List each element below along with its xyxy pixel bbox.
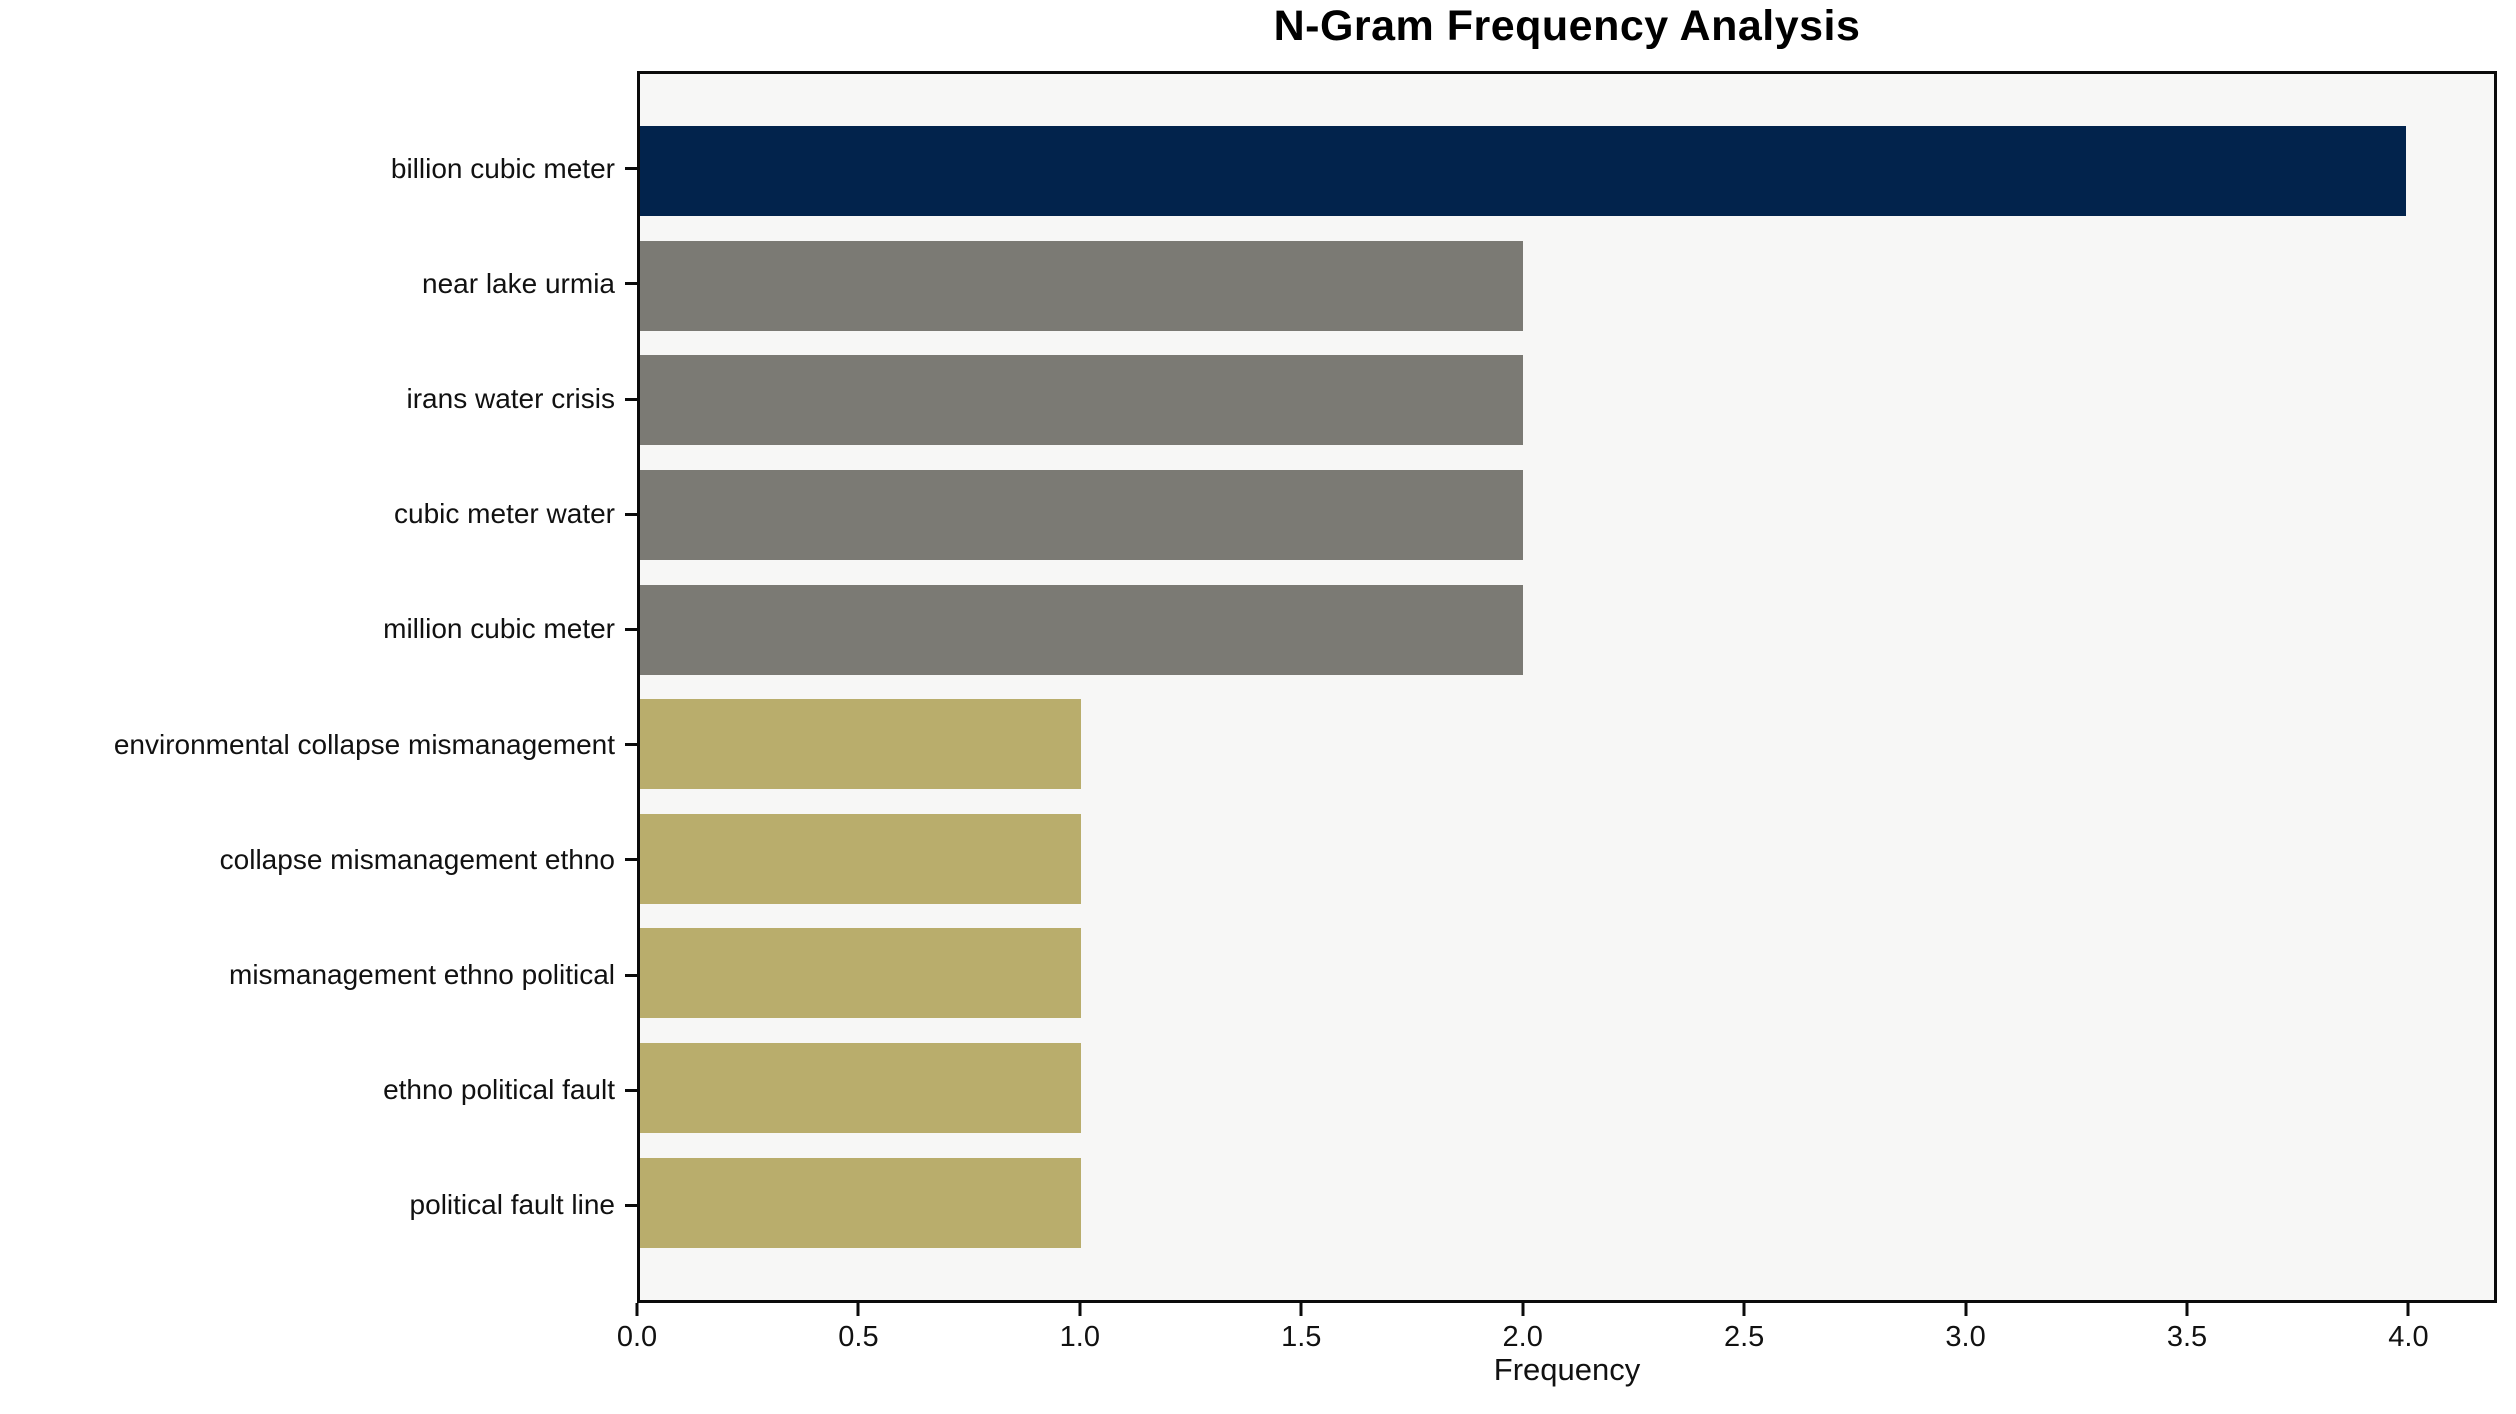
y-tick-label-mismanagement-ethno-political: mismanagement ethno political bbox=[229, 959, 615, 991]
y-axis-row: billion cubic meter bbox=[0, 111, 637, 226]
bar-row bbox=[640, 458, 2494, 573]
x-tick-mark bbox=[1521, 1303, 1525, 1316]
x-tick-mark bbox=[856, 1303, 860, 1316]
x-tick-label-2.0: 2.0 bbox=[1502, 1321, 1543, 1353]
x-tick-label-0.0: 0.0 bbox=[616, 1321, 658, 1353]
y-axis-row: political fault line bbox=[0, 1148, 637, 1263]
x-tick-label-3.5: 3.5 bbox=[2166, 1321, 2208, 1353]
bar-cubic-meter-water bbox=[640, 470, 1523, 561]
y-axis-row: irans water crisis bbox=[0, 341, 637, 456]
chart-title: N-Gram Frequency Analysis bbox=[1273, 2, 1861, 50]
y-tick-mark bbox=[625, 1088, 637, 1092]
x-tick-mark bbox=[1742, 1303, 1746, 1316]
bar-billion-cubic-meter bbox=[640, 126, 2406, 217]
x-axis-label: Frequency bbox=[1493, 1352, 1641, 1387]
bar-mismanagement-ethno-political bbox=[640, 928, 1082, 1019]
bar-environmental-collapse-mismanagement bbox=[640, 699, 1082, 790]
bar-row bbox=[640, 1145, 2494, 1260]
y-tick-mark bbox=[625, 167, 637, 171]
bar-ethno-political-fault bbox=[640, 1043, 1082, 1134]
y-tick-mark bbox=[625, 973, 637, 977]
y-tick-label-near-lake-urmia: near lake urmia bbox=[422, 267, 615, 299]
x-tick-label-3.0: 3.0 bbox=[1945, 1321, 1986, 1353]
x-tick-label-1.5: 1.5 bbox=[1281, 1321, 1322, 1353]
y-tick-label-political-fault-line: political fault line bbox=[409, 1189, 615, 1221]
y-axis-row: million cubic meter bbox=[0, 572, 637, 687]
y-axis: billion cubic meter near lake urmia irans … bbox=[0, 71, 637, 1303]
x-axis: 0.0 0.5 1.0 1.5 2.0 2.5 3.0 3.5 4.0 bbox=[617, 1303, 2497, 1373]
y-axis-row: ethno political fault bbox=[0, 1033, 637, 1148]
y-tick-mark bbox=[625, 282, 637, 286]
y-tick-label-million-cubic-meter: million cubic meter bbox=[383, 613, 615, 645]
y-axis-row: near lake urmia bbox=[0, 226, 637, 341]
y-tick-mark bbox=[625, 858, 637, 862]
y-axis-row: cubic meter water bbox=[0, 457, 637, 572]
x-tick-mark bbox=[1964, 1303, 1968, 1316]
x-tick-mark bbox=[2185, 1303, 2189, 1316]
bar-million-cubic-meter bbox=[640, 584, 1523, 675]
bar-row bbox=[640, 687, 2494, 802]
x-tick-mark bbox=[1078, 1303, 1082, 1316]
bar-row bbox=[640, 802, 2494, 917]
y-axis-row: collapse mismanagement ethno bbox=[0, 802, 637, 917]
plot-area bbox=[637, 71, 2497, 1303]
bar-irans-water-crisis bbox=[640, 355, 1523, 446]
y-tick-label-environmental-collapse-mismanagement: environmental collapse mismanagement bbox=[113, 728, 615, 760]
bar-row bbox=[640, 114, 2494, 229]
y-axis-row: mismanagement ethno political bbox=[0, 917, 637, 1032]
bar-near-lake-urmia bbox=[640, 240, 1523, 331]
y-tick-label-billion-cubic-meter: billion cubic meter bbox=[390, 152, 615, 184]
bars-container bbox=[640, 74, 2494, 1300]
y-tick-mark bbox=[625, 512, 637, 516]
bar-row bbox=[640, 343, 2494, 458]
bar-political-fault-line bbox=[640, 1157, 1082, 1248]
y-tick-mark bbox=[625, 627, 637, 631]
y-tick-label-irans-water-crisis: irans water crisis bbox=[406, 383, 615, 414]
x-tick-mark bbox=[1299, 1303, 1303, 1316]
y-tick-label-cubic-meter-water: cubic meter water bbox=[394, 498, 615, 530]
x-tick-mark bbox=[2406, 1303, 2410, 1316]
y-tick-label-collapse-mismanagement-ethno: collapse mismanagement ethno bbox=[219, 843, 615, 875]
bar-collapse-mismanagement-ethno bbox=[640, 813, 1082, 904]
y-tick-label-ethno-political-fault: ethno political fault bbox=[383, 1074, 615, 1106]
y-tick-mark bbox=[625, 743, 637, 747]
x-tick-label-2.5: 2.5 bbox=[1723, 1321, 1765, 1353]
y-tick-mark bbox=[625, 1203, 637, 1207]
x-tick-label-1.0: 1.0 bbox=[1059, 1321, 1101, 1353]
x-tick-label-4.0: 4.0 bbox=[2388, 1321, 2429, 1353]
y-tick-mark bbox=[625, 397, 637, 401]
bar-row bbox=[640, 1031, 2494, 1146]
bar-row bbox=[640, 229, 2494, 344]
y-axis-row: environmental collapse mismanagement bbox=[0, 687, 637, 802]
bar-row bbox=[640, 572, 2494, 687]
bar-row bbox=[640, 916, 2494, 1031]
x-tick-mark bbox=[635, 1303, 639, 1316]
x-tick-label-0.5: 0.5 bbox=[838, 1321, 879, 1353]
